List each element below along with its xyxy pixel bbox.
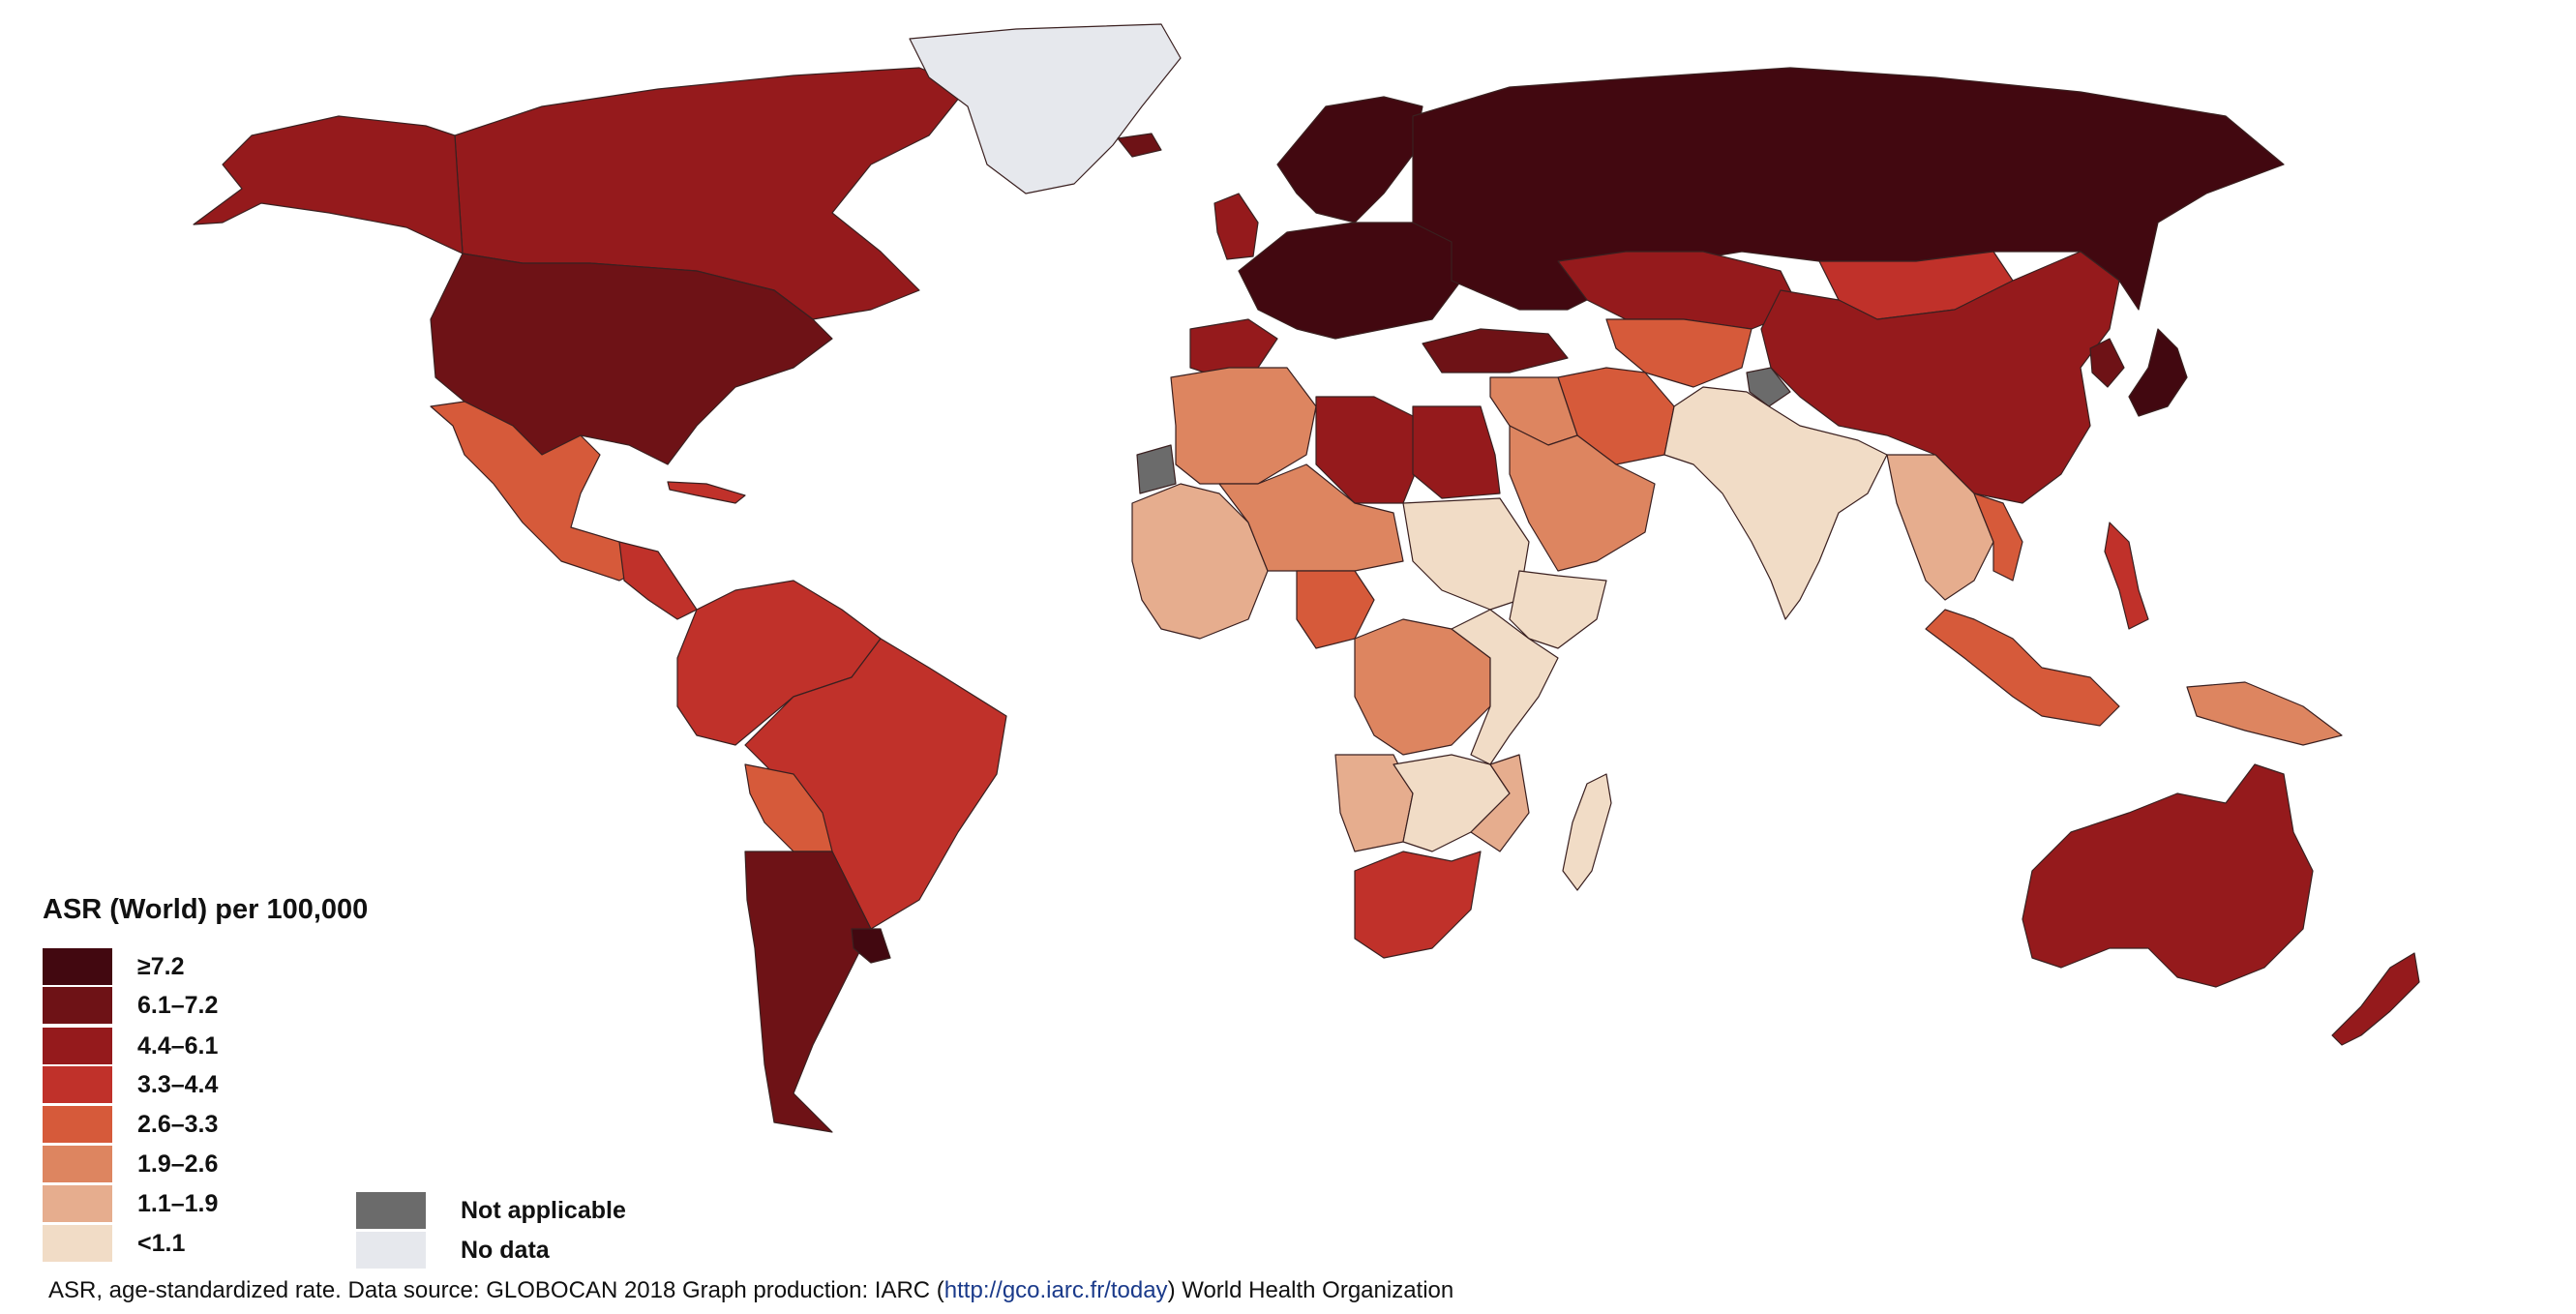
region-libya [1315,396,1423,504]
legend-label: No data [461,1236,550,1264]
region-japan [2128,328,2188,417]
region-ethiopia [1509,570,1607,649]
region-madagascar [1562,773,1612,891]
region-indonesia [1925,609,2120,727]
region-australia [2022,763,2314,988]
region-china [1760,251,2120,504]
legend-item: 6.1–7.2 [43,987,218,1024]
region-central-asia [1605,318,1752,388]
legend-label: 1.1–1.9 [137,1189,219,1217]
legend-swatch [356,1232,426,1269]
region-west-africa [1131,483,1269,640]
legend-item: 4.4–6.1 [43,1028,218,1064]
legend-swatch [43,1185,112,1222]
legend-not-applicable: Not applicable [356,1192,626,1229]
legend-item: ≥7.2 [43,948,184,985]
legend-item: 2.6–3.3 [43,1106,218,1143]
footnote-suffix: ) World Health Organization [1167,1277,1454,1303]
region-western-sahara [1136,444,1177,494]
region-korea [2089,338,2125,388]
legend-label: 3.3–4.4 [137,1070,219,1098]
source-footnote: ASR, age-standardized rate. Data source:… [48,1277,1453,1304]
region-india [1663,386,1888,620]
legend-label: <1.1 [137,1229,186,1257]
region-kazakhstan [1557,251,1801,330]
region-new-zealand [2331,952,2420,1046]
legend-label: 4.4–6.1 [137,1031,219,1060]
legend-label: 6.1–7.2 [137,991,219,1019]
region-maghreb [1170,367,1317,485]
region-iceland [1117,133,1162,158]
legend-label: ≥7.2 [137,952,185,980]
region-greenland [909,23,1182,194]
region-cuba [667,481,746,504]
region-scandinavia [1276,96,1423,224]
footnote-prefix: ASR, age-standardized rate. Data source:… [48,1277,944,1303]
legend-label: Not applicable [461,1196,626,1224]
legend-item: 3.3–4.4 [43,1066,218,1103]
region-vietnam [1973,493,2023,582]
region-mozambique [1470,754,1530,852]
legend-item: 1.1–1.9 [43,1185,218,1222]
legend-title: ASR (World) per 100,000 [43,894,369,925]
region-alaska [193,115,464,254]
region-argentina [744,851,872,1133]
region-arabia [1509,425,1656,572]
legend-item: <1.1 [43,1225,185,1262]
region-papua [2186,681,2343,746]
legend-swatch [356,1192,426,1229]
region-central-africa [1354,618,1491,756]
legend-label: 1.9–2.6 [137,1150,219,1178]
region-kashmir [1746,367,1791,407]
legend-swatch [43,1146,112,1182]
legend-swatch [43,1028,112,1064]
region-east-africa [1451,609,1559,765]
region-sahel [1218,463,1404,572]
source-link[interactable]: http://gco.iarc.fr/today [944,1277,1168,1303]
region-philippines [2104,522,2149,630]
legend-swatch [43,1066,112,1103]
region-western-europe [1238,222,1462,340]
region-uk [1213,193,1259,260]
legend-swatch [43,987,112,1024]
legend-swatch [43,948,112,985]
legend-label: 2.6–3.3 [137,1110,219,1138]
region-sudan [1402,497,1530,611]
legend-item: 1.9–2.6 [43,1146,218,1182]
region-south-africa [1354,851,1482,959]
legend-swatch [43,1106,112,1143]
region-turkey [1422,328,1569,373]
region-uruguay [851,928,891,964]
region-southeast-asia [1886,454,1994,601]
region-central-america [618,541,698,620]
legend-swatch [43,1225,112,1262]
region-egypt [1412,405,1501,499]
legend-no-data: No data [356,1232,550,1269]
